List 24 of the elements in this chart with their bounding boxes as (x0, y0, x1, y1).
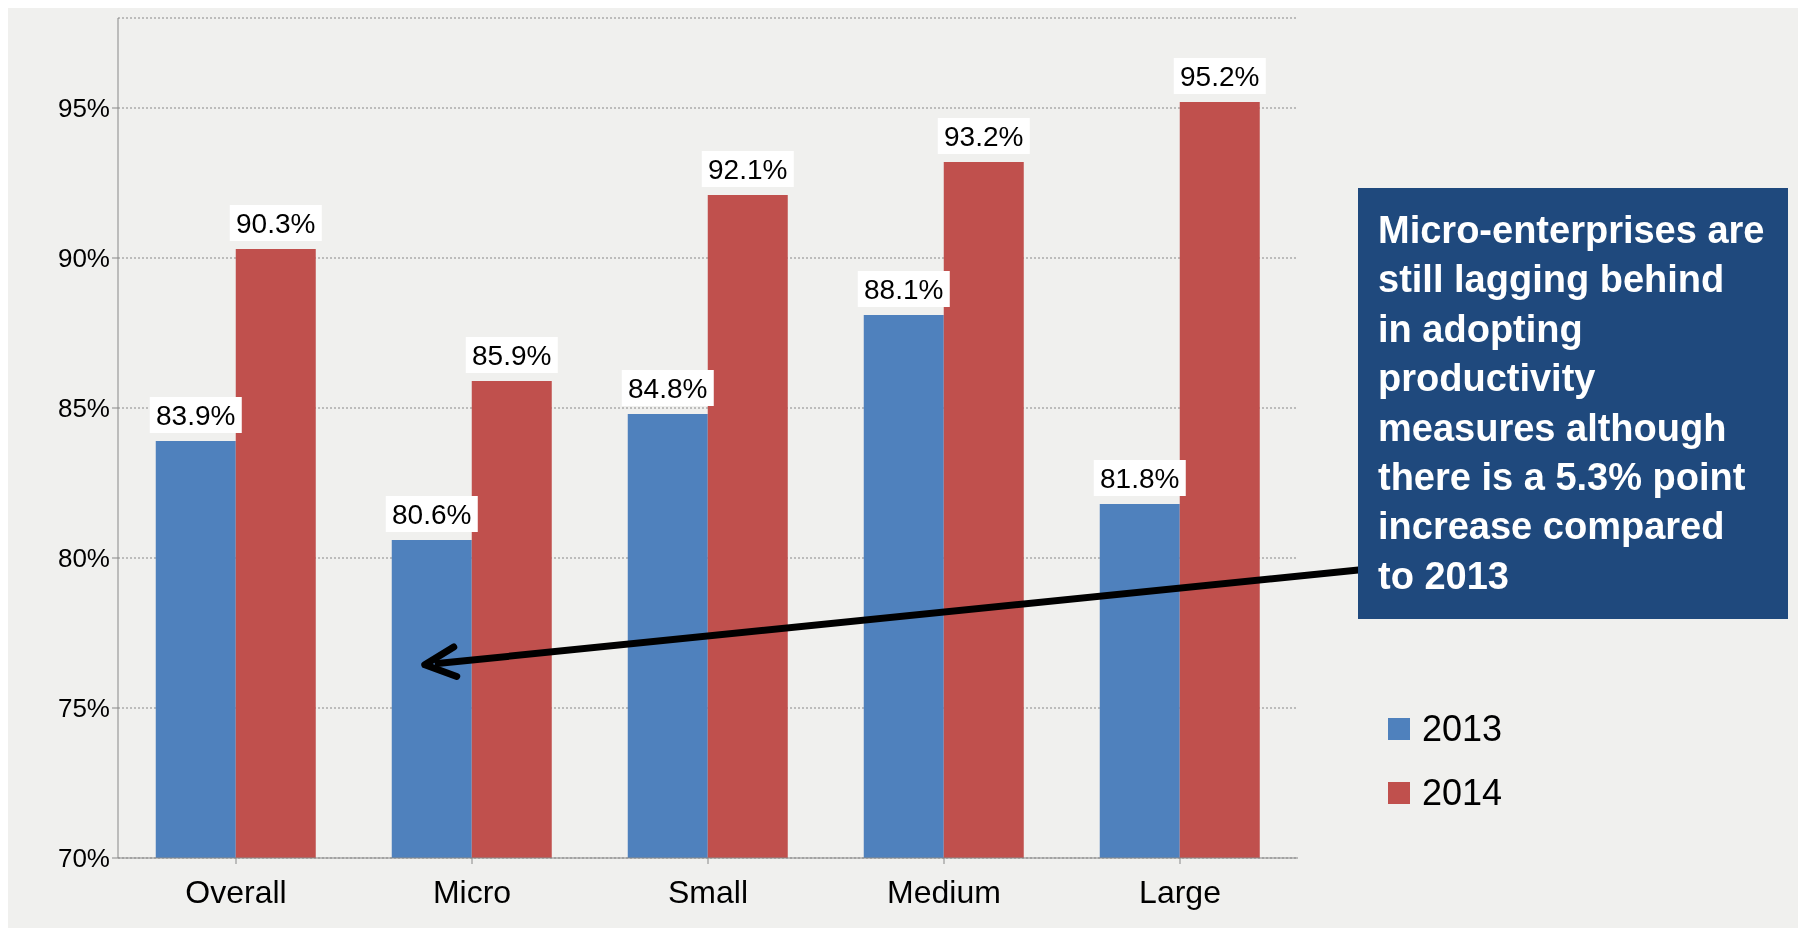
text: Micro-enterprises are still lagging behind in adopting productivity measures although there is a 5.3% point increase compared to 2013 (1358, 188, 1788, 620)
data-label: 90.3% (236, 208, 316, 239)
data-label: 81.8% (1100, 463, 1180, 494)
data-label: 92.1% (708, 154, 788, 185)
y-tick-label: 75% (57, 693, 110, 724)
legend-label: 2014 (1421, 772, 1504, 814)
data-label: 95.2% (1180, 61, 1260, 92)
x-tick-label: Large (1139, 873, 1221, 910)
data-label: 84.8% (628, 373, 708, 404)
y-tick-label: 90% (57, 243, 110, 274)
data-label: 93.2% (944, 121, 1024, 152)
x-tick-label: Medium (887, 873, 1001, 910)
x-tick-label: Micro (432, 873, 512, 910)
y-tick-label: 85% (57, 393, 110, 424)
data-label: 88.1% (864, 274, 944, 305)
data-label: 83.9% (156, 400, 236, 431)
legend-label: 2013 (1421, 708, 1504, 750)
data-label: 80.6% (392, 499, 472, 530)
x-tick-label: Small (667, 873, 749, 910)
y-tick-label: 95% (57, 93, 110, 124)
y-tick-label: 70% (57, 843, 110, 874)
y-tick-label: 80% (57, 543, 110, 574)
data-label: 85.9% (472, 340, 552, 371)
x-tick-label: Overall (185, 873, 287, 910)
